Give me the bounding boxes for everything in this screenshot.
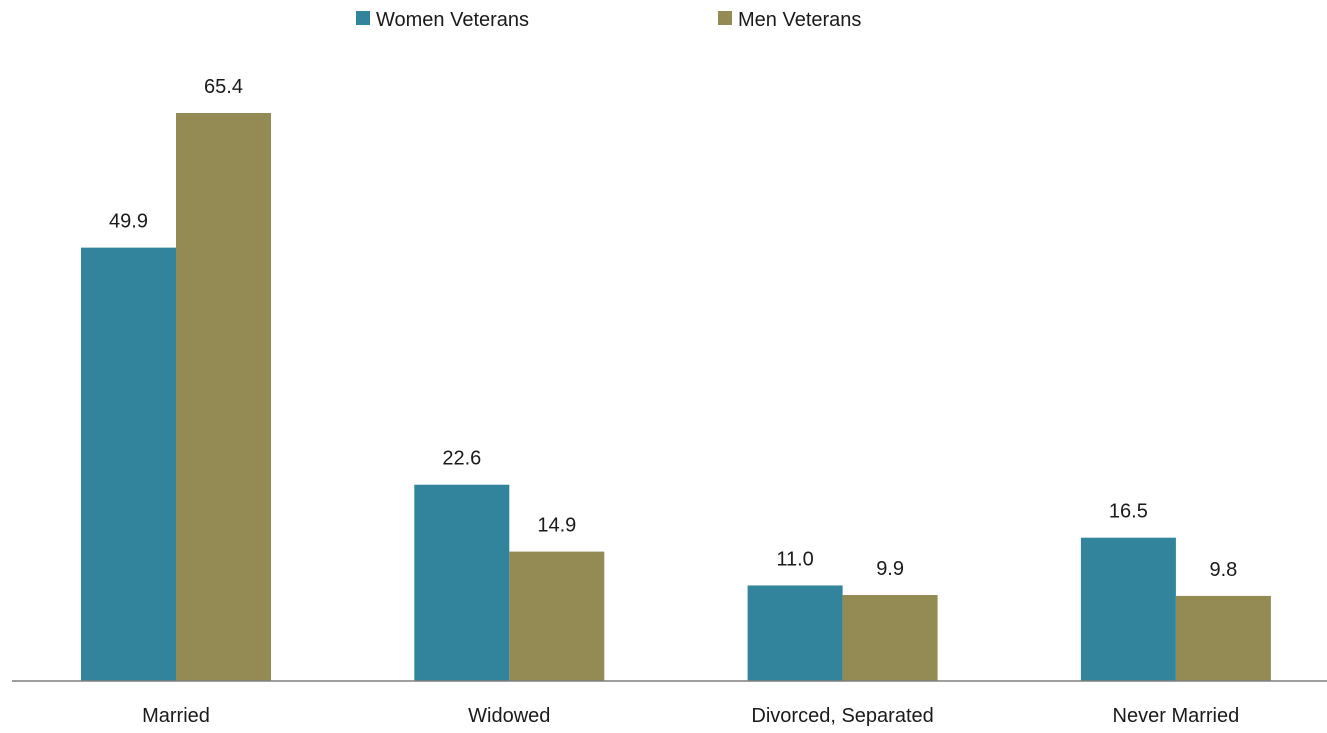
value-label-women-veterans-divorced-separated: 11.0 xyxy=(776,548,813,570)
x-tick-label-never-married: Never Married xyxy=(1113,705,1240,727)
bar-men-veterans-divorced-separated xyxy=(842,595,938,681)
bar-men-veterans-married xyxy=(176,113,271,681)
value-label-women-veterans-never-married: 16.5 xyxy=(1109,501,1148,523)
data-labels-group: 49.9 65.4 22.6 14.9 11.0 9.9 16.5 9.8 xyxy=(109,76,1237,581)
legend-label-women-veterans: Women Veterans xyxy=(376,9,529,31)
value-label-men-veterans-divorced-separated: 9.9 xyxy=(876,558,904,580)
bar-women-veterans-married xyxy=(81,247,176,681)
bar-men-veterans-never-married xyxy=(1175,595,1271,681)
x-tick-labels-group: Married Widowed Divorced, Separated Never M… xyxy=(142,705,1239,727)
bar-women-veterans-never-married xyxy=(1080,537,1176,681)
value-label-men-veterans-married: 65.4 xyxy=(204,76,243,98)
legend-swatch-women-veterans xyxy=(356,11,370,25)
bar-women-veterans-widowed xyxy=(414,484,510,681)
value-label-men-veterans-never-married: 9.8 xyxy=(1209,559,1237,581)
value-label-women-veterans-married: 49.9 xyxy=(109,211,148,233)
legend-swatch-men-veterans xyxy=(718,11,732,25)
legend-label-men-veterans: Men Veterans xyxy=(738,9,861,31)
x-tick-label-married: Married xyxy=(142,705,210,727)
x-tick-label-divorced-separated: Divorced, Separated xyxy=(751,705,933,727)
bar-men-veterans-widowed xyxy=(509,551,605,681)
bars-group xyxy=(81,113,1271,681)
value-label-women-veterans-widowed: 22.6 xyxy=(442,448,481,470)
value-label-men-veterans-widowed: 14.9 xyxy=(537,515,576,537)
bar-women-veterans-divorced-separated xyxy=(747,585,843,681)
x-tick-label-widowed: Widowed xyxy=(468,705,550,727)
legend: Women Veterans Men Veterans xyxy=(356,9,861,31)
